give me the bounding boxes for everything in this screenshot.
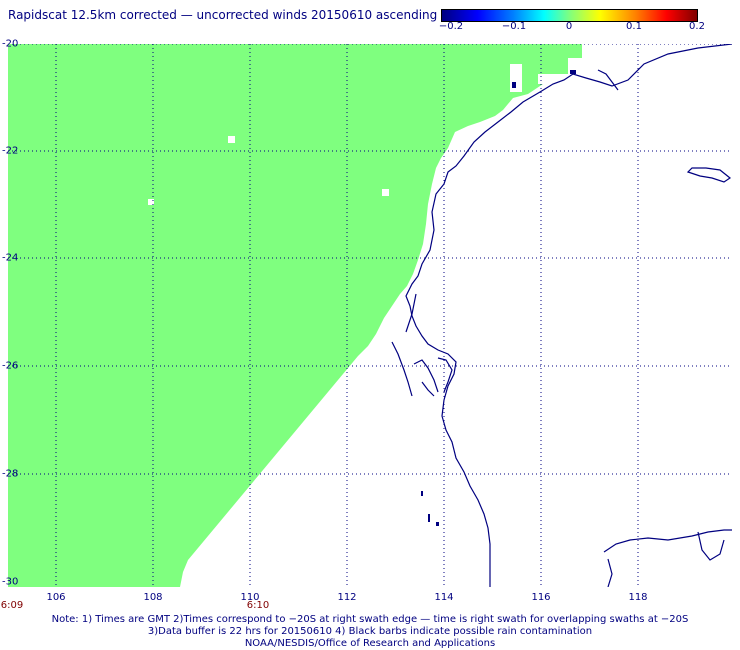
wind-swath [8,44,582,587]
swath-gap [382,189,389,196]
lat-label: -24 [2,252,19,264]
note-line: Note: 1) Times are GMT 2)Times correspon… [51,614,689,625]
colorbar-label: 0.2 [689,21,705,32]
lat-label: -20 [2,38,19,50]
colorbar-label: −0.2 [438,21,464,32]
colorbar [441,9,698,22]
time-label: 6:09 [0,600,24,611]
lon-label: 108 [143,592,163,603]
island [428,514,430,522]
lon-label: 112 [337,592,357,603]
swath-gap [538,74,568,84]
note-credit: NOAA/NESDIS/Office of Research and Appli… [244,638,496,649]
lon-label: 118 [628,592,648,603]
lat-label: -22 [2,145,19,157]
grid-lines [8,44,732,587]
island [421,491,423,496]
colorbar-label: 0.1 [626,21,642,32]
lon-label: 116 [531,592,551,603]
lon-label: 106 [46,592,66,603]
lat-label: -26 [2,360,19,372]
island [512,82,516,88]
island [436,522,439,526]
chart-title: Rapidscat 12.5km corrected — uncorrected… [8,8,438,22]
lon-label: 114 [434,592,454,603]
note-line: 3)Data buffer is 22 hrs for 20150610 4) … [147,626,593,637]
time-label: 6:10 [246,600,270,611]
map-frame[interactable] [8,44,732,587]
lat-label: -30 [2,576,19,588]
colorbar-label: 0 [565,21,573,32]
coastline [391,44,732,587]
map-canvas[interactable] [8,44,732,587]
colorbar-label: −0.1 [501,21,527,32]
lat-label: -28 [2,468,19,480]
lon-label: 110 [240,592,260,603]
swath-gap [228,136,235,143]
island [570,70,576,74]
swath-gap [148,199,154,205]
